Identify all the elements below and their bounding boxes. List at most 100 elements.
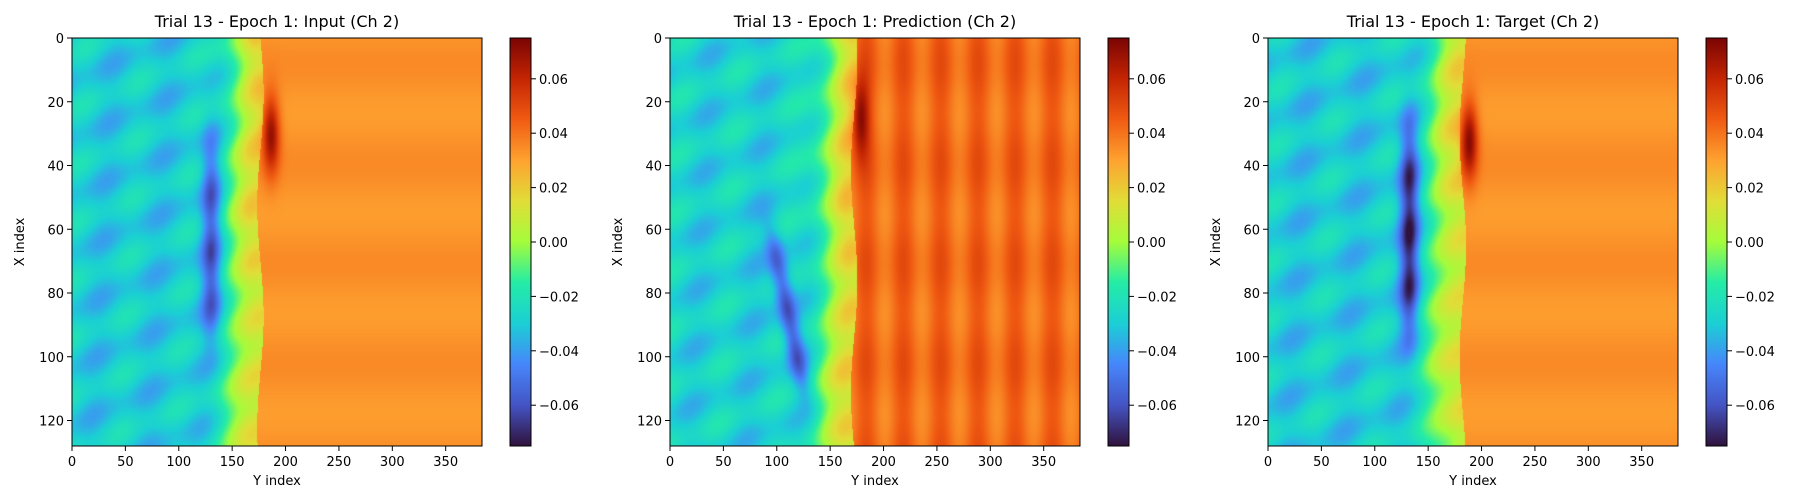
y-tick-label: 0 [1252, 32, 1260, 47]
colorbar [1705, 37, 1728, 447]
y-axis-ticks: 0 20 40 60 80 100 120 [39, 32, 72, 430]
heatmap-canvas-holder [72, 38, 482, 446]
colorbar-tick-label: −0.06 [1137, 399, 1177, 414]
colorbar-tick-label: 0.04 [539, 127, 568, 142]
colorbar-tick-label: 0.02 [539, 182, 568, 197]
plot-frame [1267, 37, 1679, 447]
colorbar-ticks: 0.06 0.04 0.02 0.00 −0.02 −0.04 −0.06 [1129, 73, 1177, 414]
x-tick-label: 350 [433, 455, 458, 470]
heatmap-image [72, 38, 482, 446]
y-tick-label: 80 [1243, 287, 1260, 302]
x-tick-label: 300 [1576, 455, 1601, 470]
colorbar-tick-label: −0.04 [1735, 345, 1775, 360]
panel-title: Trial 13 - Epoch 1: Target (Ch 2) [1346, 12, 1599, 31]
x-axis-label: Y index [850, 474, 899, 489]
plot-frame [669, 37, 1081, 447]
y-tick-label: 20 [1243, 96, 1260, 111]
colorbar-ticks: 0.06 0.04 0.02 0.00 −0.02 −0.04 −0.06 [531, 73, 579, 414]
y-tick-label: 100 [1235, 351, 1260, 366]
y-tick-label: 0 [654, 32, 662, 47]
y-tick-label: 40 [47, 160, 64, 175]
x-tick-label: 300 [380, 455, 405, 470]
x-tick-label: 50 [117, 455, 134, 470]
x-tick-label: 250 [1523, 455, 1548, 470]
heatmap-canvas-holder [670, 38, 1080, 446]
x-axis-label: Y index [1448, 474, 1497, 489]
x-tick-label: 0 [1264, 455, 1272, 470]
colorbar-tick-label: 0.00 [539, 236, 568, 251]
y-tick-label: 0 [56, 32, 64, 47]
y-axis-ticks: 0 20 40 60 80 100 120 [637, 32, 670, 430]
y-tick-label: 20 [47, 96, 64, 111]
colorbar-tick-label: −0.06 [1735, 399, 1775, 414]
colorbar-tick-label: −0.02 [539, 290, 579, 305]
x-tick-label: 0 [68, 455, 76, 470]
y-axis-label: X index [611, 217, 626, 266]
x-tick-label: 250 [327, 455, 352, 470]
x-tick-label: 150 [1416, 455, 1441, 470]
colorbar-tick-label: 0.00 [1735, 236, 1764, 251]
x-tick-label: 200 [871, 455, 896, 470]
x-tick-label: 350 [1629, 455, 1654, 470]
x-tick-label: 150 [220, 455, 245, 470]
y-tick-label: 80 [645, 287, 662, 302]
x-axis-ticks: 0 50 100 150 200 250 300 350 [1264, 446, 1654, 470]
x-tick-label: 100 [764, 455, 789, 470]
colorbar-ticks: 0.06 0.04 0.02 0.00 −0.02 −0.04 −0.06 [1727, 73, 1775, 414]
x-tick-label: 250 [925, 455, 950, 470]
x-axis-label: Y index [252, 474, 301, 489]
colorbar-tick-label: 0.04 [1735, 127, 1764, 142]
x-tick-label: 50 [715, 455, 732, 470]
colorbar-tick-label: 0.06 [1735, 73, 1764, 88]
x-tick-label: 100 [1362, 455, 1387, 470]
x-tick-label: 50 [1313, 455, 1330, 470]
y-tick-label: 100 [39, 351, 64, 366]
x-tick-label: 0 [666, 455, 674, 470]
colorbar [509, 37, 532, 447]
y-tick-label: 80 [47, 287, 64, 302]
colorbar-tick-label: 0.04 [1137, 127, 1166, 142]
colorbar-tick-label: 0.00 [1137, 236, 1166, 251]
x-tick-label: 200 [1469, 455, 1494, 470]
colorbar-tick-label: −0.04 [539, 345, 579, 360]
y-axis-label: X index [1209, 217, 1224, 266]
colorbar-tick-label: 0.06 [1137, 73, 1166, 88]
colorbar-tick-label: 0.02 [1735, 182, 1764, 197]
y-tick-label: 120 [39, 415, 64, 430]
heatmap-image [1268, 38, 1678, 446]
colorbar-tick-label: 0.06 [539, 73, 568, 88]
panel-prediction: Trial 13 - Epoch 1: Prediction (Ch 2) 0 5… [611, 12, 1177, 489]
y-tick-label: 100 [637, 351, 662, 366]
colorbar-tick-label: −0.06 [539, 399, 579, 414]
panel-input: Trial 13 - Epoch 1: Input (Ch 2) 0 50 100 1… [13, 12, 579, 489]
panel-title: Trial 13 - Epoch 1: Prediction (Ch 2) [733, 12, 1016, 31]
y-tick-label: 40 [1243, 160, 1260, 175]
y-tick-label: 120 [1235, 415, 1260, 430]
plot-frame [71, 37, 483, 447]
y-axis-label: X index [13, 217, 28, 266]
colorbar-tick-label: −0.02 [1137, 290, 1177, 305]
colorbar-tick-label: 0.02 [1137, 182, 1166, 197]
y-tick-label: 40 [645, 160, 662, 175]
panel-title: Trial 13 - Epoch 1: Input (Ch 2) [154, 12, 399, 31]
x-tick-label: 200 [273, 455, 298, 470]
colorbar [1107, 37, 1130, 447]
y-tick-label: 60 [47, 223, 64, 238]
y-tick-label: 60 [645, 223, 662, 238]
y-axis-ticks: 0 20 40 60 80 100 120 [1235, 32, 1268, 430]
y-tick-label: 20 [645, 96, 662, 111]
y-tick-label: 60 [1243, 223, 1260, 238]
x-axis-ticks: 0 50 100 150 200 250 300 350 [666, 446, 1056, 470]
x-tick-label: 300 [978, 455, 1003, 470]
y-tick-label: 120 [637, 415, 662, 430]
heatmap-image [670, 38, 1080, 446]
x-tick-label: 150 [818, 455, 843, 470]
colorbar-tick-label: −0.02 [1735, 290, 1775, 305]
heatmap-canvas-holder [1268, 38, 1678, 446]
colorbar-tick-label: −0.04 [1137, 345, 1177, 360]
x-tick-label: 350 [1031, 455, 1056, 470]
panel-target: Trial 13 - Epoch 1: Target (Ch 2) 0 50 100… [1209, 12, 1775, 489]
x-axis-ticks: 0 50 100 150 200 250 300 350 [68, 446, 458, 470]
x-tick-label: 100 [166, 455, 191, 470]
